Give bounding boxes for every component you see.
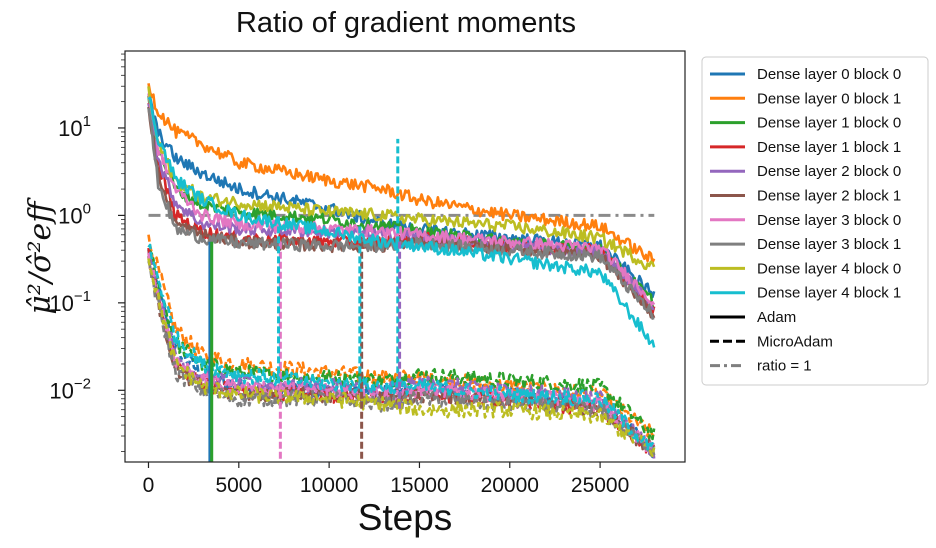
x-tick-label: 20000 [481,474,539,497]
adam-series-dense-layer-2-block-0 [147,103,655,311]
y-tick-label: 100 [58,200,91,228]
adam-series-dense-layer-4-block-0 [147,86,656,271]
y-tick-label: 10−2 [49,375,91,403]
x-axis-label: Steps [358,497,453,538]
microadam-series-dense-layer-4-block-1 [147,243,656,451]
legend-label: Dense layer 1 block 1 [757,139,901,156]
plot-frame [124,50,686,463]
x-tick-label: 5000 [215,474,262,497]
legend-label: Dense layer 3 block 1 [757,236,901,253]
legend-label: Dense layer 1 block 0 [757,115,901,132]
legend-label: Dense layer 0 block 1 [757,90,901,107]
microadam-series-dense-layer-3-block-0 [147,252,655,453]
legend-label: Dense layer 4 block 1 [757,285,901,302]
legend-box [701,56,929,386]
series-layer [147,83,656,462]
legend-label: Dense layer 0 block 0 [757,66,901,83]
legend-label: Dense layer 2 block 0 [757,163,901,180]
x-axis: 0 5000 10000 15000 20000 25000 [143,462,629,497]
x-tick-label: 25000 [571,474,629,497]
microadam-series-dense-layer-2-block-1 [147,256,655,451]
x-tick-label: 0 [143,474,155,497]
chart-title: Ratio of gradient moments [236,7,576,39]
microadam-series-dense-layer-3-block-1 [147,260,656,457]
y-tick-label: 101 [58,113,91,141]
legend-label: Dense layer 4 block 0 [757,260,901,277]
microadam-series-dense-layer-2-block-0 [147,251,656,459]
adam-series-dense-layer-0-block-1 [147,83,656,264]
y-axis-label: μ̂²/σ̂²eff [23,197,58,315]
adam-series-dense-layer-3-block-1 [147,107,655,320]
x-tick-label: 10000 [300,474,358,497]
legend-label: Adam [757,309,796,326]
legend-label: ratio = 1 [757,358,812,375]
legend: Dense layer 0 block 0 Dense layer 0 block… [701,56,929,386]
legend-label: MicroAdam [757,333,833,350]
microadam-series-dense-layer-1-block-1 [147,247,656,455]
x-tick-label: 15000 [390,474,448,497]
microadam-series-dense-layer-0-block-0 [147,249,655,459]
microadam-series-dense-layer-0-block-1 [147,234,655,438]
adam-series-dense-layer-3-block-0 [147,93,656,307]
microadam-series-dense-layer-4-block-0 [147,258,656,458]
legend-label: Dense layer 3 block 0 [757,212,901,229]
legend-label: Dense layer 2 block 1 [757,188,901,205]
adam-series-dense-layer-4-block-1 [147,96,656,348]
